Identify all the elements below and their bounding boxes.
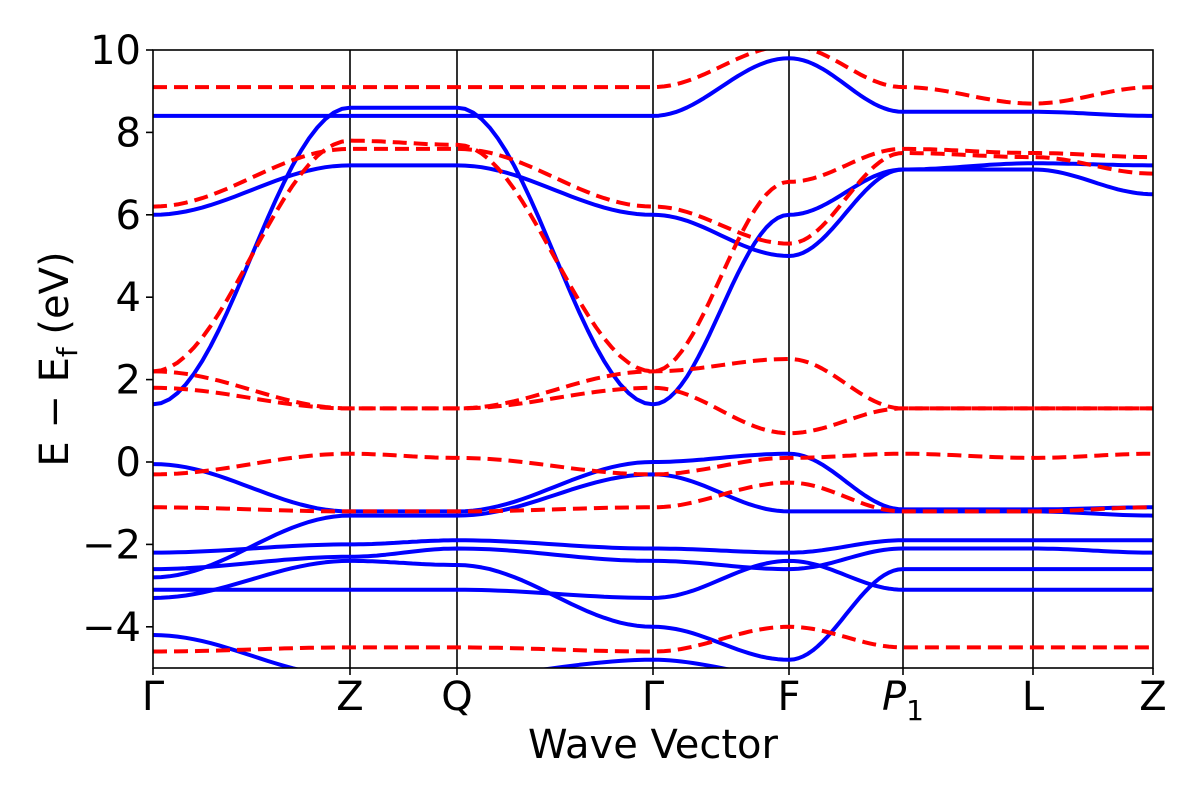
x-tick-label: P1 — [882, 674, 924, 727]
dashed-band-line — [153, 385, 1153, 436]
dashed-band-line — [153, 480, 1153, 514]
y-tick-label: −4 — [82, 605, 141, 651]
dashed-band-line — [153, 451, 1153, 477]
x-tick-label: Z — [336, 674, 363, 720]
solid-band-line — [153, 56, 1153, 118]
y-axis: 10 8 6 4 2 0 −2 −4 — [82, 28, 153, 651]
solid-band-line — [153, 558, 1153, 600]
solid-band-line — [153, 558, 1153, 662]
solid-band-line — [153, 538, 1153, 555]
y-tick-label: 2 — [116, 358, 141, 404]
x-axis: Γ Z Q Γ F P1 L Z — [142, 668, 1167, 727]
y-tick-label: 4 — [116, 275, 141, 321]
x-tick-label: Γ — [142, 674, 165, 720]
y-tick-label: 6 — [116, 193, 141, 239]
dashed-band-line — [153, 50, 1153, 106]
solid-band-line — [153, 546, 1153, 572]
y-tick-label: 8 — [116, 110, 141, 156]
x-tick-label: Z — [1139, 674, 1166, 720]
x-tick-label: Γ — [642, 674, 665, 720]
solid-band-line — [153, 105, 1153, 407]
y-tick-label: −2 — [82, 522, 141, 568]
x-tick-label: L — [1022, 674, 1045, 720]
y-tick-label: 0 — [116, 440, 141, 486]
dashed-band-line — [153, 146, 1153, 246]
y-axis-title: E − Ef (eV) — [32, 251, 84, 466]
dashed-band-line — [153, 624, 1153, 654]
x-tick-label: Q — [441, 674, 472, 720]
x-axis-title: Wave Vector — [528, 722, 779, 768]
dashed-band-line — [153, 138, 1153, 374]
bands — [153, 50, 1153, 668]
solid-band-line — [153, 163, 1153, 258]
y-tick-label: 10 — [90, 28, 141, 74]
x-tick-label: F — [777, 674, 800, 720]
